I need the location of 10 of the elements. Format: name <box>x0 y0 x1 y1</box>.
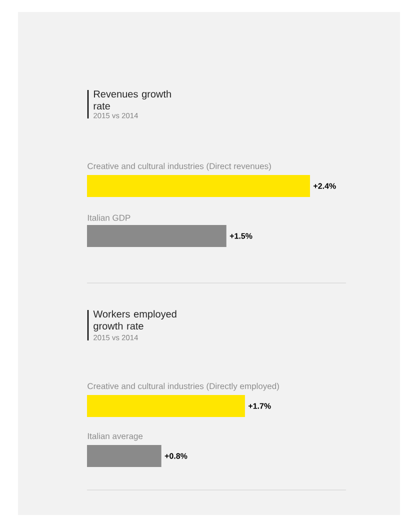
y-tick-label: Italian average <box>88 432 143 441</box>
data-label: +0.8% <box>164 453 188 459</box>
y-tick-label: Creative and cultural industries (Direct revenues) <box>88 162 271 171</box>
y-tick-label: Creative and cultural industries (Directly employed) <box>88 382 279 391</box>
chart-title: Workers employed growth rate <box>93 310 176 332</box>
data-label: +1.5% <box>230 233 252 239</box>
data-label: +2.4% <box>314 183 336 189</box>
y-tick-label: Italian GDP <box>88 214 130 221</box>
chart-title: Revenues growth rate <box>94 90 171 110</box>
data-label: +1.7% <box>248 403 271 409</box>
